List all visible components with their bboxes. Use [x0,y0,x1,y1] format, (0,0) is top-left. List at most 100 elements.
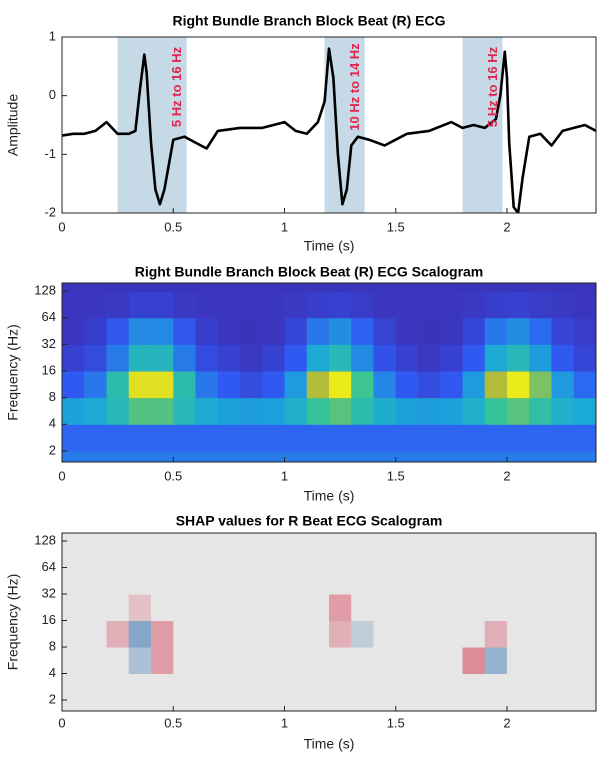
heatmap-cell [418,673,441,701]
heatmap-cell [418,700,441,711]
x-tick-label: 1.5 [387,219,405,234]
heatmap-cell [151,594,174,622]
heatmap-cell [462,424,486,452]
heatmap-cell [440,371,463,399]
heatmap-cell [573,541,596,569]
heatmap-cell [507,620,530,648]
heatmap-cell [306,567,330,595]
heatmap-cell [195,291,219,319]
heatmap-cell [573,647,596,675]
heatmap-cell [440,647,463,675]
heatmap-cell [551,291,575,319]
heatmap-cell [462,673,486,701]
heatmap-cell [462,291,486,319]
heatmap-cell [551,371,575,399]
heatmap-cell [484,371,508,399]
heatmap-cell [151,620,174,648]
heatmap-cell [395,541,419,569]
heatmap-cell [62,620,85,648]
heatmap-cell [262,397,285,425]
x-axis-label: Time (s) [304,238,355,254]
heatmap-cell [62,291,85,319]
heatmap-cell [262,344,285,372]
heatmap-cell [195,620,219,648]
heatmap-cell [262,283,285,292]
heatmap-cell [262,533,285,542]
heatmap-cell [217,533,241,542]
heatmap-cell [151,450,174,462]
heatmap-cell [573,533,596,542]
heatmap-cell [240,317,263,345]
heatmap-cell [573,620,596,648]
heatmap-cell [62,647,85,675]
heatmap-cell [395,283,419,292]
heatmap-cell [440,594,463,622]
heatmap-cell [62,533,85,542]
heatmap-cell [306,317,330,345]
heatmap-cell [151,673,174,701]
heatmap-cell [106,541,130,569]
heatmap-cell [84,344,107,372]
heatmap-cell [128,397,152,425]
heatmap-cell [329,594,352,622]
heatmap-cell [262,291,285,319]
x-tick-label: 0.5 [164,219,182,234]
heatmap-cell [84,317,107,345]
heatmap-cell [551,700,575,711]
heatmap-cell [151,291,174,319]
heatmap-cell [217,291,241,319]
heatmap-cell [484,647,508,675]
heatmap-cell [507,541,530,569]
heatmap-cell [240,533,263,542]
heatmap-cell [84,291,107,319]
heatmap-cell [62,673,85,701]
heatmap-cell [418,397,441,425]
heatmap-cell [84,424,107,452]
heatmap-cell [573,317,596,345]
heatmap-cell [128,344,152,372]
heatmap-cell [217,344,241,372]
heatmap-cell [440,450,463,462]
heatmap-cell [84,533,107,542]
heatmap-cell [240,424,263,452]
heatmap-cell [484,541,508,569]
heatmap-cell [240,700,263,711]
heatmap-cell [195,594,219,622]
heatmap-cell [529,594,552,622]
heatmap-cell [462,567,486,595]
heatmap-cell [128,450,152,462]
heatmap-cell [351,567,374,595]
heatmap-cell [62,371,85,399]
heatmap-cell [284,620,308,648]
heatmap-cell [373,450,397,462]
heatmap-cell [106,344,130,372]
heatmap-cell [173,700,196,711]
axes-frame [61,36,597,214]
heatmap-cell [373,291,397,319]
heatmap-cell [373,567,397,595]
heatmap-cell [529,317,552,345]
heatmap-cell [440,344,463,372]
heatmap-cell [262,450,285,462]
heatmap-cell [462,620,486,648]
y-tick-label: 128 [34,532,56,547]
chart-title: SHAP values for R Beat ECG Scalogram [176,513,443,529]
heatmap-cell [395,371,419,399]
heatmap-cell [106,673,130,701]
heatmap-cell [240,283,263,292]
heatmap-cell [329,397,352,425]
heatmap-cell [217,450,241,462]
heatmap-cell [195,283,219,292]
band-label: 5 Hz to 16 Hz [169,46,184,127]
heatmap-cell [395,647,419,675]
heatmap-cell [462,541,486,569]
heatmap-cell [62,283,85,292]
heatmap-cell [418,283,441,292]
panel: 0 0.5 1 1.5 2 2 4 8 16 32 64 128 SHAP values for R B… [5,513,597,752]
heatmap-cell [440,567,463,595]
y-tick-label: 1 [49,28,56,43]
heatmap-cell [395,594,419,622]
heatmap-cell [106,450,130,462]
heatmap-cell [507,594,530,622]
heatmap-cell [418,594,441,622]
